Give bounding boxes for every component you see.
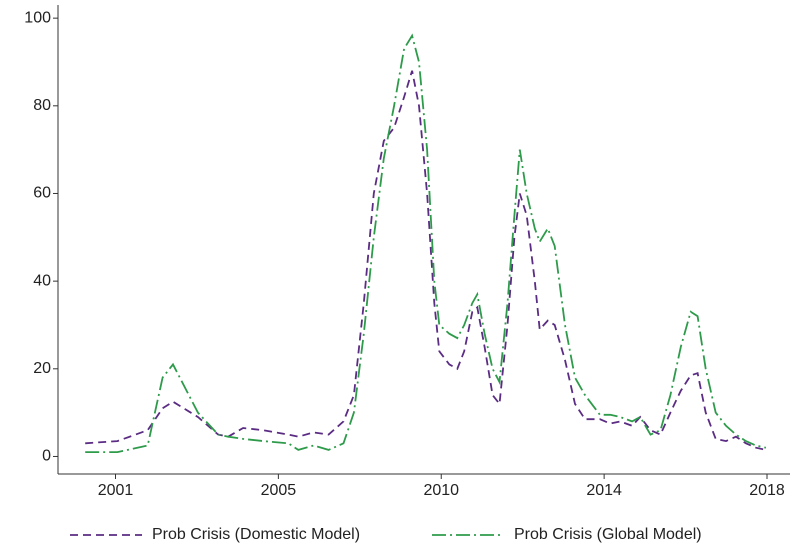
line-series: [85, 33, 767, 453]
x-tick-label: 2014: [586, 482, 622, 499]
y-tick-label: 0: [42, 448, 51, 465]
legend-label: Prob Crisis (Domestic Model): [152, 526, 360, 543]
y-tick-label: 60: [33, 185, 51, 202]
x-tick-label: 2005: [261, 482, 297, 499]
x-tick-label: 2001: [98, 482, 134, 499]
y-tick-label: 20: [33, 360, 51, 377]
x-tick-label: 2018: [749, 482, 785, 499]
y-tick-label: 100: [24, 9, 51, 26]
y-tick-label: 80: [33, 97, 51, 114]
legend-label: Prob Crisis (Global Model): [514, 526, 702, 543]
line-series: [85, 70, 767, 451]
y-tick-label: 40: [33, 272, 51, 289]
x-tick-label: 2010: [423, 482, 459, 499]
